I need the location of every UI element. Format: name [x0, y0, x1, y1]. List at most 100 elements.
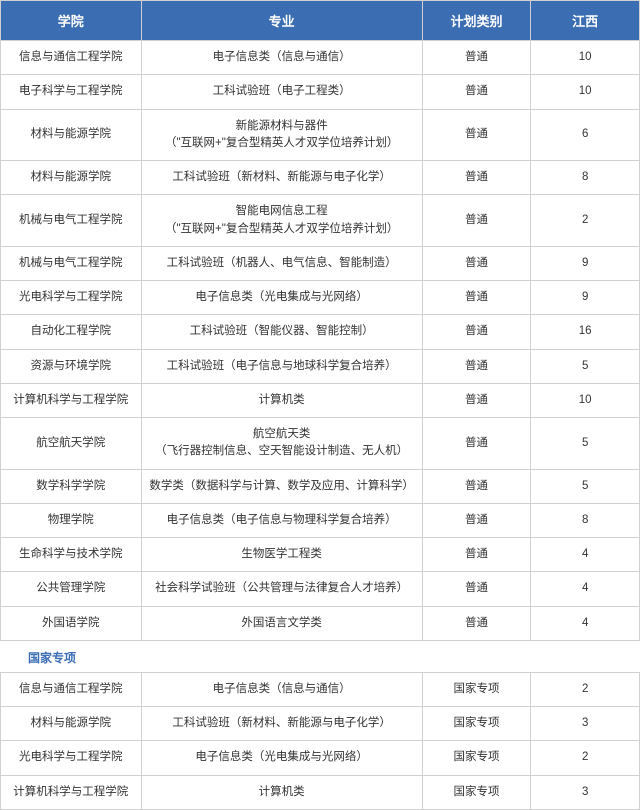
cell-major: 电子信息类（光电集成与光网络）	[141, 741, 422, 775]
cell-plan-type: 普通	[422, 315, 531, 349]
major-line-1: 电子信息类（光电集成与光网络）	[146, 749, 418, 766]
table-row: 光电科学与工程学院电子信息类（光电集成与光网络）普通9	[1, 281, 640, 315]
cell-college: 资源与环境学院	[1, 349, 142, 383]
cell-college: 计算机科学与工程学院	[1, 383, 142, 417]
cell-jiangxi: 3	[531, 707, 640, 741]
cell-major: 电子信息类（信息与通信）	[141, 41, 422, 75]
cell-major: 生物医学工程类	[141, 538, 422, 572]
cell-jiangxi: 5	[531, 418, 640, 470]
table-row: 物理学院电子信息类（电子信息与物理科学复合培养）普通8	[1, 503, 640, 537]
cell-jiangxi: 6	[531, 109, 640, 161]
cell-college: 机械与电气工程学院	[1, 246, 142, 280]
cell-college: 生命科学与技术学院	[1, 538, 142, 572]
cell-major: 计算机类	[141, 775, 422, 809]
cell-college: 材料与能源学院	[1, 109, 142, 161]
cell-jiangxi: 4	[531, 606, 640, 640]
admissions-table-wrap: 学院 专业 计划类别 江西 信息与通信工程学院电子信息类（信息与通信）普通10电…	[0, 0, 640, 810]
cell-major: 工科试验班（电子工程类）	[141, 75, 422, 109]
table-row: 材料与能源学院工科试验班（新材料、新能源与电子化学）普通8	[1, 161, 640, 195]
cell-jiangxi: 9	[531, 281, 640, 315]
cell-college: 电子科学与工程学院	[1, 75, 142, 109]
cell-major: 电子信息类（光电集成与光网络）	[141, 281, 422, 315]
cell-plan-type: 普通	[422, 41, 531, 75]
cell-jiangxi: 10	[531, 75, 640, 109]
header-jiangxi: 江西	[531, 1, 640, 41]
cell-plan-type: 普通	[422, 349, 531, 383]
cell-major: 工科试验班（新材料、新能源与电子化学）	[141, 161, 422, 195]
table-row: 航空航天学院航空航天类（飞行器控制信息、空天智能设计制造、无人机）普通5	[1, 418, 640, 470]
cell-jiangxi: 2	[531, 672, 640, 706]
table-row: 材料与能源学院工科试验班（新材料、新能源与电子化学）国家专项3	[1, 707, 640, 741]
cell-plan-type: 普通	[422, 75, 531, 109]
cell-college: 光电科学与工程学院	[1, 281, 142, 315]
table-row: 机械与电气工程学院工科试验班（机器人、电气信息、智能制造）普通9	[1, 246, 640, 280]
cell-jiangxi: 3	[531, 775, 640, 809]
cell-college: 数学科学学院	[1, 469, 142, 503]
cell-major: 工科试验班（电子信息与地球科学复合培养）	[141, 349, 422, 383]
cell-college: 航空航天学院	[1, 418, 142, 470]
cell-college: 信息与通信工程学院	[1, 672, 142, 706]
cell-major: 社会科学试验班（公共管理与法律复合人才培养）	[141, 572, 422, 606]
cell-college: 材料与能源学院	[1, 707, 142, 741]
cell-major: 工科试验班（新材料、新能源与电子化学）	[141, 707, 422, 741]
table-row: 信息与通信工程学院电子信息类（信息与通信）国家专项2	[1, 672, 640, 706]
table-head: 学院 专业 计划类别 江西	[1, 1, 640, 41]
cell-plan-type: 国家专项	[422, 775, 531, 809]
major-line-1: 社会科学试验班（公共管理与法律复合人才培养）	[146, 580, 418, 597]
major-line-1: 航空航天类	[146, 426, 418, 443]
major-line-1: 电子信息类（信息与通信）	[146, 49, 418, 66]
cell-plan-type: 普通	[422, 161, 531, 195]
major-line-2: （飞行器控制信息、空天智能设计制造、无人机）	[146, 443, 418, 460]
major-line-1: 工科试验班（电子工程类）	[146, 83, 418, 100]
table-body-special: 信息与通信工程学院电子信息类（信息与通信）国家专项2材料与能源学院工科试验班（新…	[1, 672, 640, 809]
cell-jiangxi: 4	[531, 538, 640, 572]
major-line-1: 电子信息类（信息与通信）	[146, 681, 418, 698]
table-row: 生命科学与技术学院生物医学工程类普通4	[1, 538, 640, 572]
table-row: 光电科学与工程学院电子信息类（光电集成与光网络）国家专项2	[1, 741, 640, 775]
major-line-1: 电子信息类（光电集成与光网络）	[146, 289, 418, 306]
cell-plan-type: 普通	[422, 246, 531, 280]
cell-major: 计算机类	[141, 383, 422, 417]
table-row: 数学科学学院数学类（数据科学与计算、数学及应用、计算科学）普通5	[1, 469, 640, 503]
major-line-1: 外国语言文学类	[146, 615, 418, 632]
header-plan-type: 计划类别	[422, 1, 531, 41]
table-row: 电子科学与工程学院工科试验班（电子工程类）普通10	[1, 75, 640, 109]
major-line-1: 工科试验班（机器人、电气信息、智能制造）	[146, 255, 418, 272]
cell-plan-type: 国家专项	[422, 741, 531, 775]
cell-college: 计算机科学与工程学院	[1, 775, 142, 809]
cell-jiangxi: 10	[531, 41, 640, 75]
table-row: 计算机科学与工程学院计算机类普通10	[1, 383, 640, 417]
cell-jiangxi: 16	[531, 315, 640, 349]
cell-plan-type: 普通	[422, 195, 531, 247]
cell-plan-type: 国家专项	[422, 707, 531, 741]
cell-major: 新能源材料与器件（"互联网+"复合型精英人才双学位培养计划）	[141, 109, 422, 161]
cell-college: 信息与通信工程学院	[1, 41, 142, 75]
cell-plan-type: 普通	[422, 281, 531, 315]
cell-jiangxi: 2	[531, 195, 640, 247]
special-table: 信息与通信工程学院电子信息类（信息与通信）国家专项2材料与能源学院工科试验班（新…	[0, 672, 640, 810]
cell-jiangxi: 10	[531, 383, 640, 417]
table-row: 材料与能源学院新能源材料与器件（"互联网+"复合型精英人才双学位培养计划）普通6	[1, 109, 640, 161]
cell-major: 电子信息类（电子信息与物理科学复合培养）	[141, 503, 422, 537]
cell-plan-type: 普通	[422, 469, 531, 503]
cell-plan-type: 国家专项	[422, 672, 531, 706]
cell-major: 航空航天类（飞行器控制信息、空天智能设计制造、无人机）	[141, 418, 422, 470]
table-row: 外国语学院外国语言文学类普通4	[1, 606, 640, 640]
major-line-1: 生物医学工程类	[146, 546, 418, 563]
major-line-1: 工科试验班（智能仪器、智能控制）	[146, 323, 418, 340]
major-line-1: 工科试验班（新材料、新能源与电子化学）	[146, 169, 418, 186]
major-line-2: （"互联网+"复合型精英人才双学位培养计划）	[146, 221, 418, 238]
cell-plan-type: 普通	[422, 383, 531, 417]
table-body-main: 信息与通信工程学院电子信息类（信息与通信）普通10电子科学与工程学院工科试验班（…	[1, 41, 640, 641]
cell-plan-type: 普通	[422, 572, 531, 606]
cell-college: 材料与能源学院	[1, 161, 142, 195]
major-line-1: 计算机类	[146, 784, 418, 801]
cell-jiangxi: 5	[531, 349, 640, 383]
cell-college: 光电科学与工程学院	[1, 741, 142, 775]
header-college: 学院	[1, 1, 142, 41]
major-line-1: 数学类（数据科学与计算、数学及应用、计算科学）	[146, 478, 418, 495]
cell-major: 外国语言文学类	[141, 606, 422, 640]
cell-college: 机械与电气工程学院	[1, 195, 142, 247]
cell-plan-type: 普通	[422, 418, 531, 470]
major-line-1: 电子信息类（电子信息与物理科学复合培养）	[146, 512, 418, 529]
